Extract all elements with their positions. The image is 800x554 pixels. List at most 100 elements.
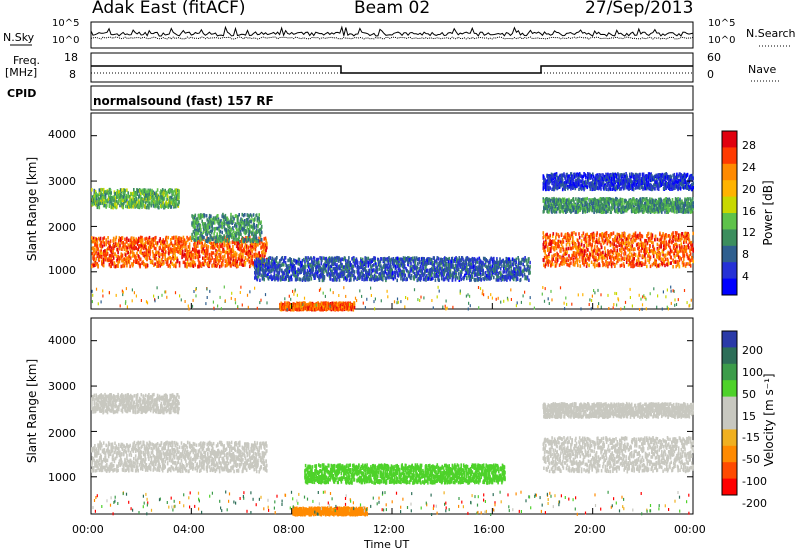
echo-cell	[376, 267, 379, 272]
echo-cell	[239, 226, 241, 231]
echo-cell	[262, 243, 264, 247]
echo-cell	[296, 259, 298, 264]
echo-cell	[467, 261, 470, 266]
velocity-ytick-1000: 1000	[48, 471, 76, 484]
echo-cell	[402, 274, 404, 278]
echo-cell	[212, 237, 214, 241]
echo-cell	[148, 192, 150, 197]
echo-cell	[282, 263, 285, 267]
echo-cell	[249, 224, 252, 228]
freq-trace	[91, 65, 693, 74]
echo-cell	[322, 274, 324, 278]
echo-cell	[457, 261, 460, 265]
echo-cell	[353, 273, 355, 277]
echo-cell	[99, 236, 102, 241]
echo-cell	[282, 307, 285, 312]
echo-cell	[93, 253, 96, 257]
echo-cell	[229, 231, 232, 235]
echo-cell	[110, 191, 112, 195]
echo-cell	[168, 252, 170, 256]
echo-cell	[215, 242, 217, 246]
xtick-3: 12:00	[373, 523, 405, 536]
echo-cell	[101, 255, 103, 260]
echo-cell	[192, 230, 195, 234]
echo-cell	[168, 246, 170, 250]
echo-cell	[163, 196, 166, 200]
echo-cell	[207, 248, 209, 253]
echo-cell	[134, 260, 137, 264]
echo-cell	[142, 188, 144, 192]
echo-cell	[198, 250, 200, 254]
echo-cell	[259, 254, 262, 258]
echo-cell	[264, 258, 266, 262]
echo-cell	[443, 272, 445, 276]
echo-cell	[323, 256, 325, 260]
echo-cell	[528, 278, 530, 282]
echo-cell	[288, 270, 291, 274]
echo-cell	[211, 228, 213, 233]
echo-cell	[356, 276, 359, 280]
echo-cell	[381, 266, 383, 271]
echo-cell	[497, 275, 499, 279]
freq-unit-label: [MHz]	[5, 66, 38, 79]
echo-cell	[343, 270, 346, 274]
echo-cell	[212, 246, 215, 250]
echo-cell	[437, 270, 440, 275]
echo-cell	[309, 271, 312, 275]
echo-cell	[257, 216, 259, 220]
echo-cell	[340, 269, 343, 273]
echo-cell	[129, 244, 131, 249]
echo-cell	[203, 227, 205, 231]
echo-cell	[153, 197, 156, 201]
echo-cell	[166, 191, 168, 196]
echo-cell	[194, 238, 197, 242]
echo-cell	[248, 249, 250, 254]
echo-cell	[482, 272, 485, 276]
echo-cell	[464, 266, 467, 270]
echo-cell	[242, 250, 244, 255]
echo-cell	[92, 236, 95, 241]
echo-cell	[200, 213, 202, 217]
echo-cell	[149, 249, 151, 253]
echo-cell	[519, 266, 522, 270]
echo-cell	[316, 274, 319, 279]
echo-cell	[152, 201, 155, 205]
echo-cell	[146, 190, 148, 194]
echo-cell	[458, 256, 461, 260]
echo-cell	[109, 258, 111, 262]
echo-cell	[175, 247, 178, 252]
echo-cell	[169, 256, 171, 260]
echo-cell	[111, 199, 113, 203]
echo-cell	[110, 264, 112, 268]
echo-cell	[381, 268, 383, 273]
echo-cell	[113, 194, 116, 199]
echo-cell	[328, 266, 330, 270]
echo-cell	[178, 200, 180, 204]
echo-cell	[162, 201, 165, 205]
echo-cell	[160, 241, 162, 245]
echo-cell	[175, 196, 178, 200]
echo-cell	[129, 250, 132, 254]
echo-cell	[258, 219, 260, 224]
echo-cell	[240, 232, 242, 237]
echo-cell	[220, 256, 222, 260]
echo-cell	[130, 192, 133, 196]
echo-cell	[223, 222, 226, 226]
echo-cell	[96, 194, 98, 199]
echo-cell	[299, 260, 302, 265]
echo-cell	[318, 276, 320, 280]
echo-cell	[303, 269, 305, 273]
echo-cell	[437, 274, 440, 279]
echo-cell	[258, 213, 260, 217]
echo-cell	[109, 199, 111, 204]
echo-cell	[321, 275, 323, 279]
echo-cell	[211, 226, 213, 231]
echo-cell	[329, 266, 332, 270]
echo-cell	[129, 242, 131, 246]
echo-cell	[197, 236, 200, 240]
echo-cell	[503, 270, 506, 274]
echo-cell	[353, 270, 356, 274]
echo-cell	[195, 241, 197, 245]
echo-cell	[158, 257, 160, 262]
echo-cell	[430, 267, 433, 271]
